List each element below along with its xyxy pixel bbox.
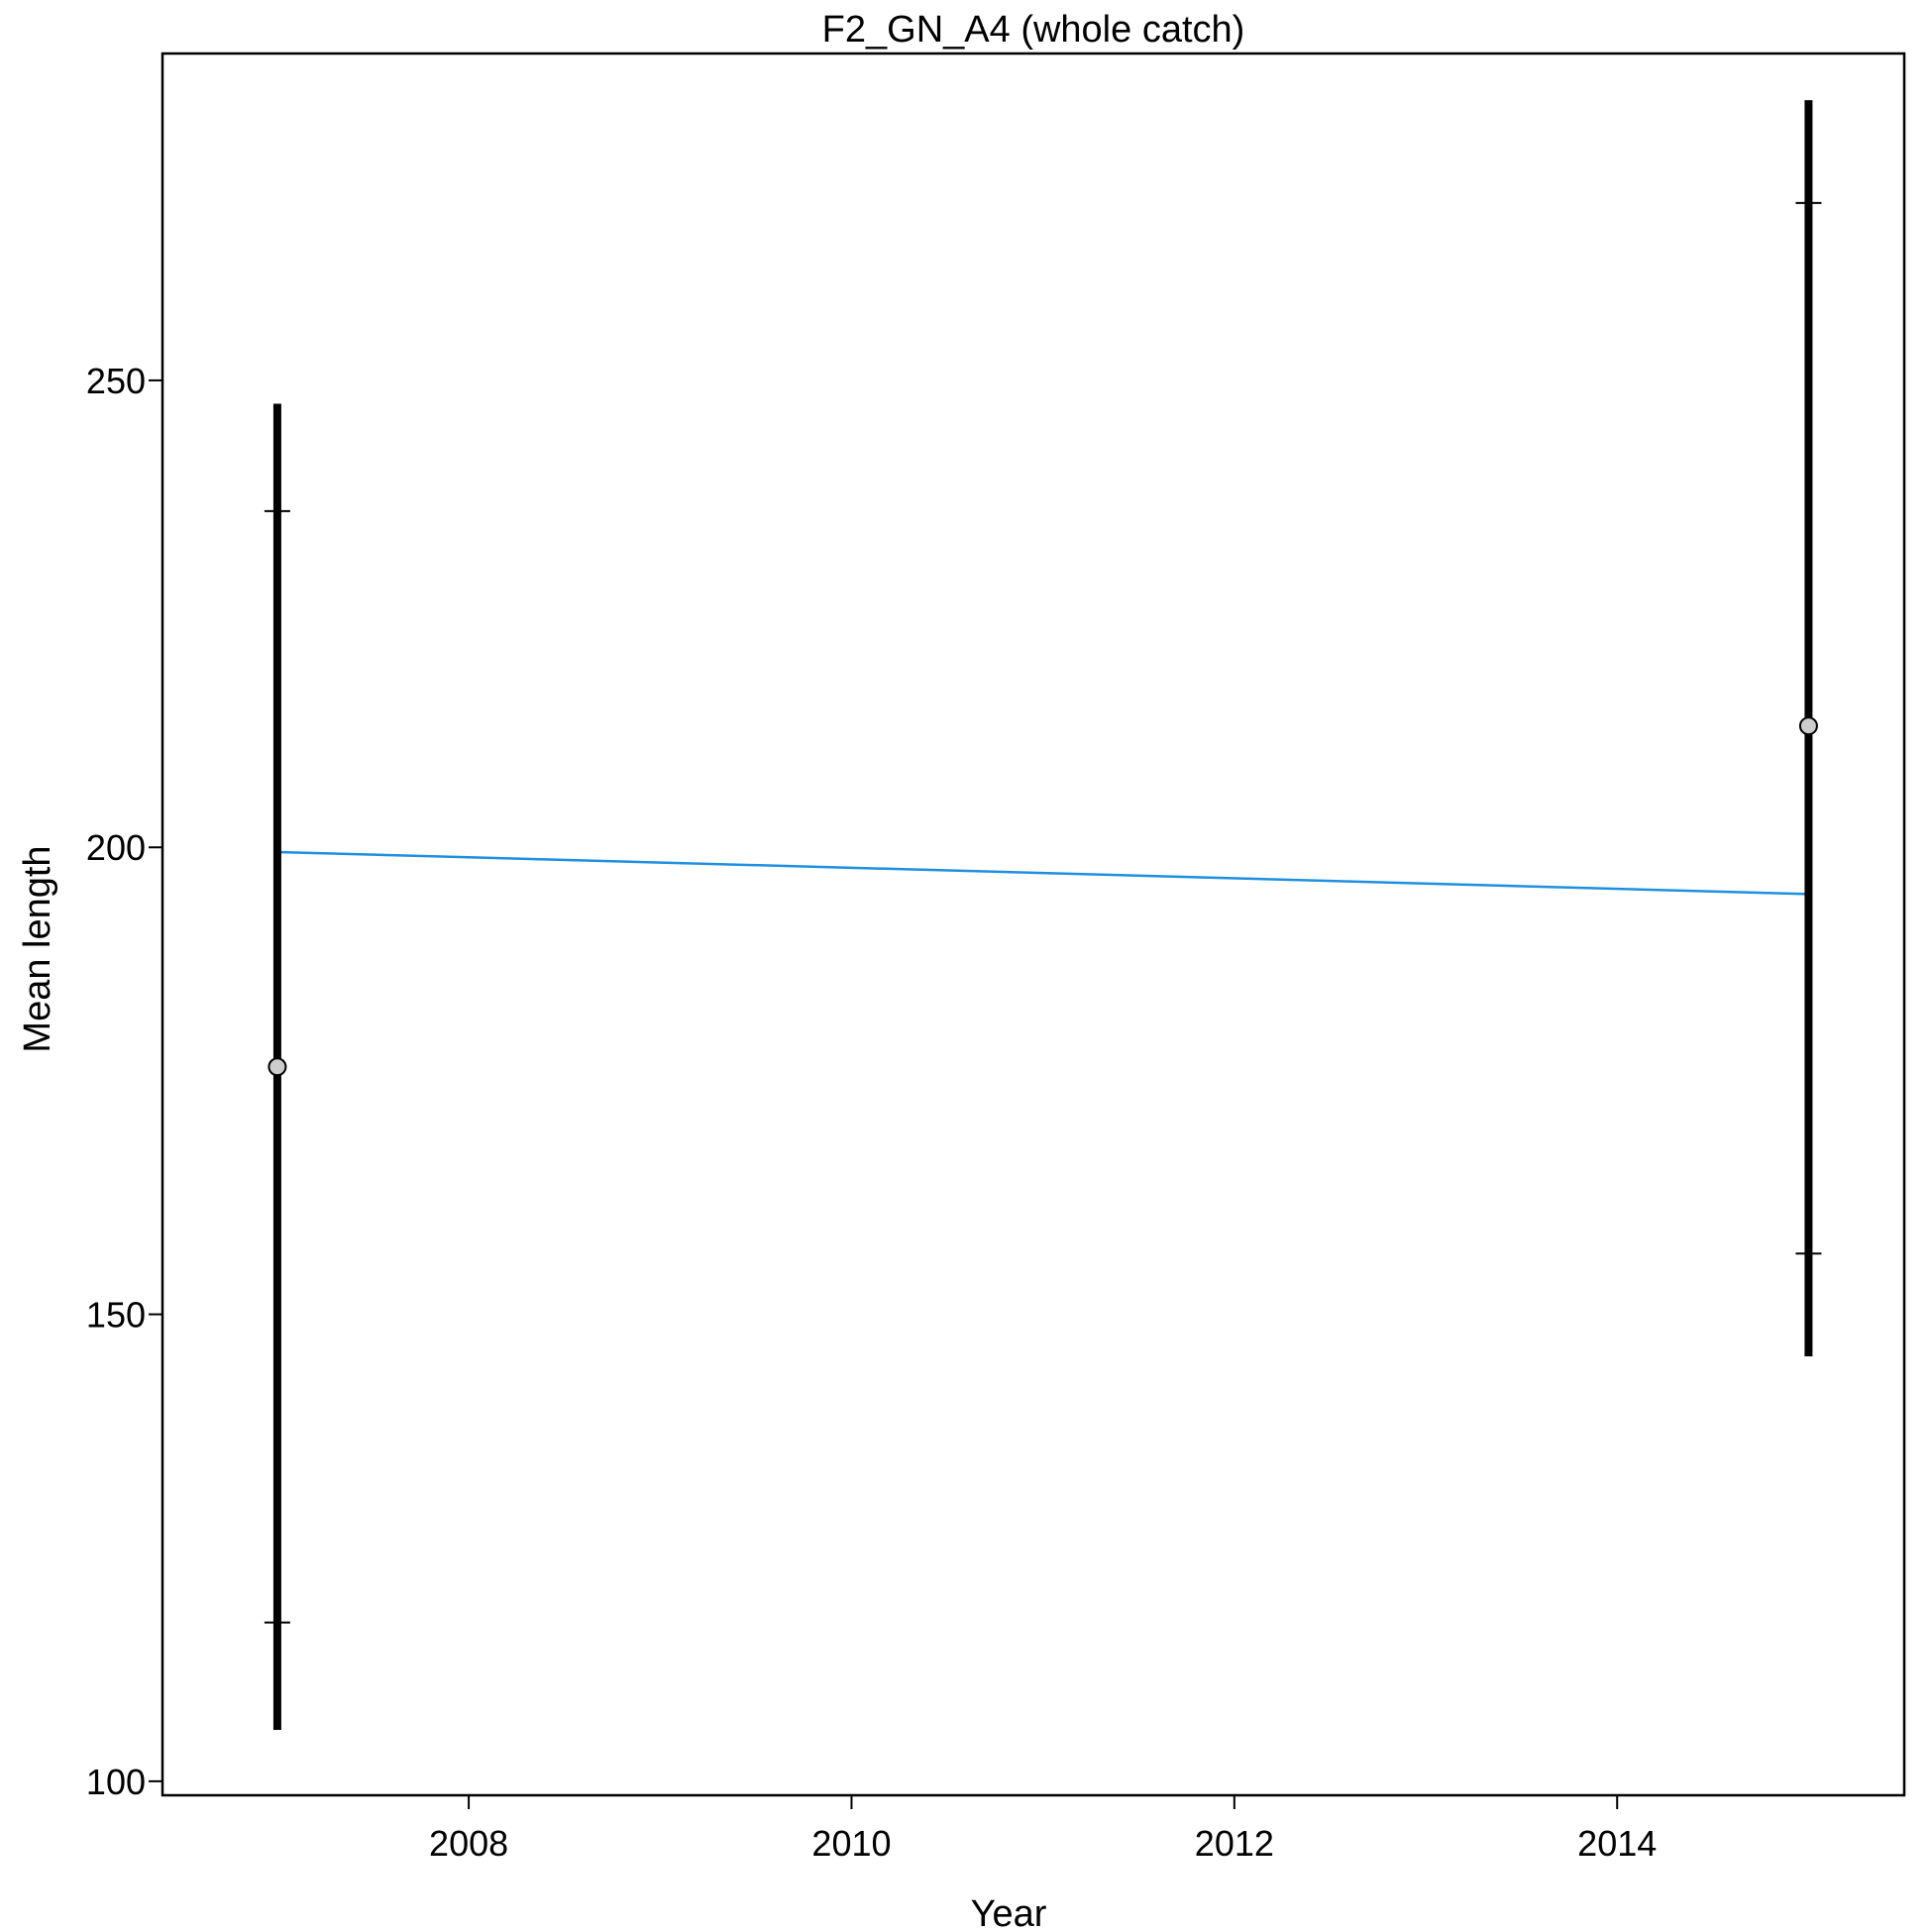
data-points-layer	[264, 100, 1822, 1731]
plot-frame	[161, 52, 1906, 1797]
x-axis-label: Year	[971, 1893, 1047, 1932]
x-axis: 2008 2010 2012 2014	[429, 1795, 1657, 1864]
data-point	[268, 1057, 287, 1077]
y-tick-label: 250	[86, 361, 146, 401]
y-axis-label: Mean length	[17, 845, 58, 1052]
data-point	[1798, 716, 1818, 736]
x-tick-label: 2012	[1195, 1823, 1274, 1864]
y-tick-label: 150	[86, 1295, 146, 1336]
trend-line-layer	[276, 850, 1809, 896]
y-tick-label: 100	[86, 1762, 146, 1802]
y-tick-label: 200	[86, 827, 146, 868]
x-tick-label: 2014	[1577, 1823, 1657, 1864]
trend-line	[276, 850, 1809, 896]
x-tick-label: 2010	[811, 1823, 891, 1864]
x-tick-label: 2008	[429, 1823, 508, 1864]
y-axis: 100 150 200 250	[86, 361, 162, 1802]
chart-title: F2_GN_A4 (whole catch)	[822, 9, 1245, 51]
